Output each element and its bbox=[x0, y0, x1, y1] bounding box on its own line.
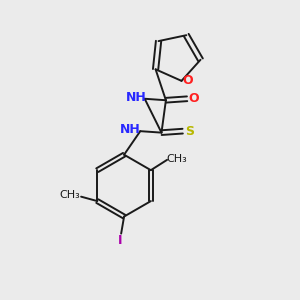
Text: O: O bbox=[188, 92, 199, 105]
Text: CH₃: CH₃ bbox=[166, 154, 187, 164]
Text: S: S bbox=[185, 125, 194, 138]
Text: NH: NH bbox=[125, 91, 146, 104]
Text: O: O bbox=[183, 74, 193, 87]
Text: NH: NH bbox=[120, 123, 140, 136]
Text: I: I bbox=[117, 234, 122, 247]
Text: CH₃: CH₃ bbox=[60, 190, 80, 200]
